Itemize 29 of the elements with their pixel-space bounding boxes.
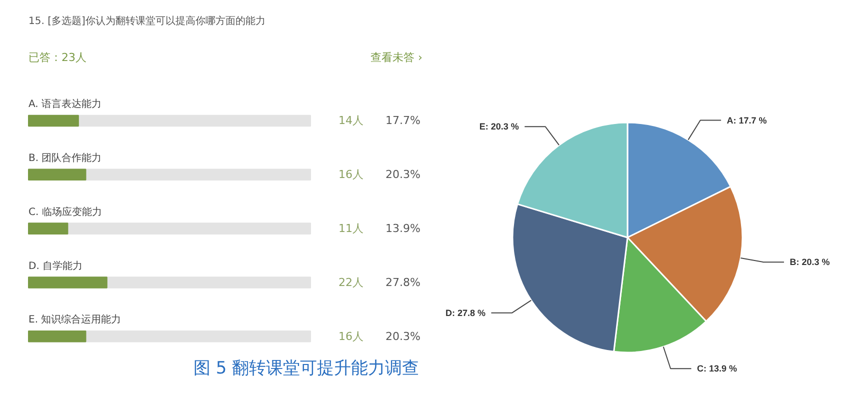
data-label: 13.9% — [386, 222, 420, 236]
category-label: D. 自学能力 — [28, 260, 83, 272]
text: 14人 — [338, 114, 364, 128]
text: 22人 — [338, 276, 364, 289]
slice-label: A: 17.7 % — [726, 115, 767, 126]
text: 16人 — [338, 330, 364, 343]
bar — [28, 114, 79, 127]
data-label: 20.3% — [386, 168, 420, 182]
chart-title: 15. [多选题]你认为翻转课堂可以提高你哪方面的能力 — [28, 14, 266, 27]
category-label: E. 知识综合运用能力 — [28, 314, 122, 326]
text: 16人 — [338, 168, 364, 182]
data-label: 27.8% — [386, 276, 420, 289]
bar — [28, 222, 68, 234]
bar — [28, 168, 86, 181]
slice-label: E: 20.3 % — [479, 122, 519, 132]
slice-label: C: 13.9 % — [697, 364, 738, 374]
text: 查看未答 › — [370, 50, 422, 64]
slice-label: D: 27.8 % — [445, 308, 486, 318]
data-label: 17.7% — [386, 114, 420, 128]
category-label: A. 语言表达能力 — [28, 99, 102, 110]
category-label: B. 团队合作能力 — [28, 152, 102, 164]
caption: 图 5 翻转课堂可提升能力调查 — [194, 358, 420, 379]
bar — [28, 330, 86, 342]
text: 11人 — [338, 222, 364, 236]
chart-subtitle: 已答：23人 — [28, 50, 86, 64]
category-label: C. 临场应变能力 — [28, 206, 102, 218]
slice-label: B: 20.3 % — [790, 257, 830, 268]
bar — [28, 276, 108, 288]
data-label: 20.3% — [386, 330, 420, 343]
